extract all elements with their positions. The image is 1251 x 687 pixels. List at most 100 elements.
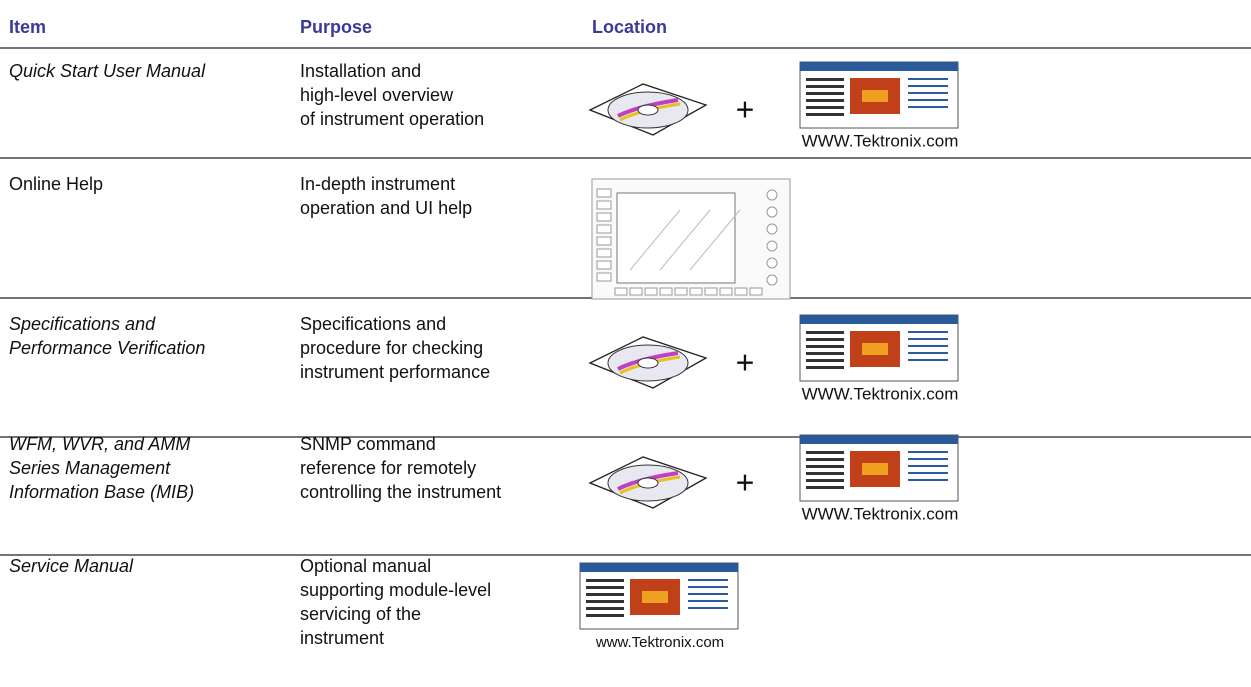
web-link [688, 586, 728, 588]
purpose-text: operation and UI help [300, 198, 472, 218]
item-text: Quick Start User Manual [9, 61, 206, 81]
web-line [806, 345, 844, 348]
button [596, 236, 612, 246]
web-link [908, 458, 948, 460]
web-line [806, 472, 844, 475]
button [644, 287, 658, 296]
web-header [580, 563, 738, 572]
knob [766, 206, 778, 218]
button [629, 287, 643, 296]
web-line [806, 359, 844, 362]
purpose-text: instrument performance [300, 362, 490, 382]
knob [766, 257, 778, 269]
button [596, 212, 612, 222]
screen-glare [689, 209, 741, 271]
joiner: + [736, 91, 755, 127]
cd-hole [637, 104, 659, 116]
web-link [908, 345, 948, 347]
item-text: Performance Verification [9, 338, 205, 358]
web-line [586, 607, 624, 610]
button [596, 224, 612, 234]
web-line [806, 99, 844, 102]
button [596, 188, 612, 198]
instrument-screen [616, 192, 736, 284]
purpose-text: SNMP command [300, 434, 436, 454]
web-link [908, 352, 948, 354]
web-link [688, 600, 728, 602]
knob [766, 189, 778, 201]
purpose-text: In-depth instrument [300, 174, 455, 194]
cd-hole [637, 357, 659, 369]
purpose-text: high-level overview [300, 85, 454, 105]
purpose-text: controlling the instrument [300, 482, 501, 502]
purpose-text: of instrument operation [300, 109, 484, 129]
button [674, 287, 688, 296]
item-text: WFM, WVR, and AMM [9, 434, 190, 454]
item-text: Online Help [9, 174, 103, 194]
purpose-text: servicing of the [300, 604, 421, 624]
web-link [908, 359, 948, 361]
purpose-text: supporting module-level [300, 580, 491, 600]
web-caption: www.Tektronix.com [595, 634, 724, 651]
button [719, 287, 733, 296]
purpose-text: Specifications and [300, 314, 446, 334]
web-link [908, 338, 948, 340]
button [659, 287, 673, 296]
web-line [806, 78, 844, 81]
knob [766, 240, 778, 252]
web-caption: WWW.Tektronix.com [802, 131, 959, 150]
joiner: + [736, 464, 755, 500]
web-line [806, 366, 844, 369]
web-line [586, 579, 624, 582]
button [734, 287, 748, 296]
web-banner-hi [862, 90, 888, 102]
web-line [806, 352, 844, 355]
web-link [688, 579, 728, 581]
button [596, 260, 612, 270]
web-link [908, 106, 948, 108]
web-link [908, 479, 948, 481]
web-line [806, 458, 844, 461]
button [596, 248, 612, 258]
purpose-text: Optional manual [300, 556, 431, 576]
web-line [806, 451, 844, 454]
item-text: Service Manual [9, 556, 134, 576]
web-link [908, 99, 948, 101]
web-line [586, 614, 624, 617]
web-line [586, 600, 624, 603]
web-link [908, 472, 948, 474]
web-link [688, 593, 728, 595]
button [749, 287, 763, 296]
item-text: Information Base (MIB) [9, 482, 194, 502]
web-banner-hi [862, 343, 888, 355]
cd-hole [637, 477, 659, 489]
web-caption: WWW.Tektronix.com [802, 504, 959, 523]
web-header [800, 315, 958, 324]
button [596, 272, 612, 282]
web-line [586, 586, 624, 589]
web-header [800, 62, 958, 71]
purpose-text: reference for remotely [300, 458, 476, 478]
web-line [806, 479, 844, 482]
web-line [806, 331, 844, 334]
button [596, 200, 612, 210]
web-caption: WWW.Tektronix.com [802, 384, 959, 403]
screen-glare [659, 209, 711, 271]
web-link [908, 78, 948, 80]
button [704, 287, 718, 296]
web-line [806, 92, 844, 95]
web-banner-hi [642, 591, 668, 603]
web-link [908, 331, 948, 333]
purpose-text: Installation and [300, 61, 421, 81]
web-link [908, 465, 948, 467]
web-line [806, 106, 844, 109]
purpose-text: procedure for checking [300, 338, 483, 358]
button [689, 287, 703, 296]
header-purpose: Purpose [300, 17, 372, 37]
web-link [688, 607, 728, 609]
web-header [800, 435, 958, 444]
web-link [908, 451, 948, 453]
web-line [806, 85, 844, 88]
knob [766, 274, 778, 286]
